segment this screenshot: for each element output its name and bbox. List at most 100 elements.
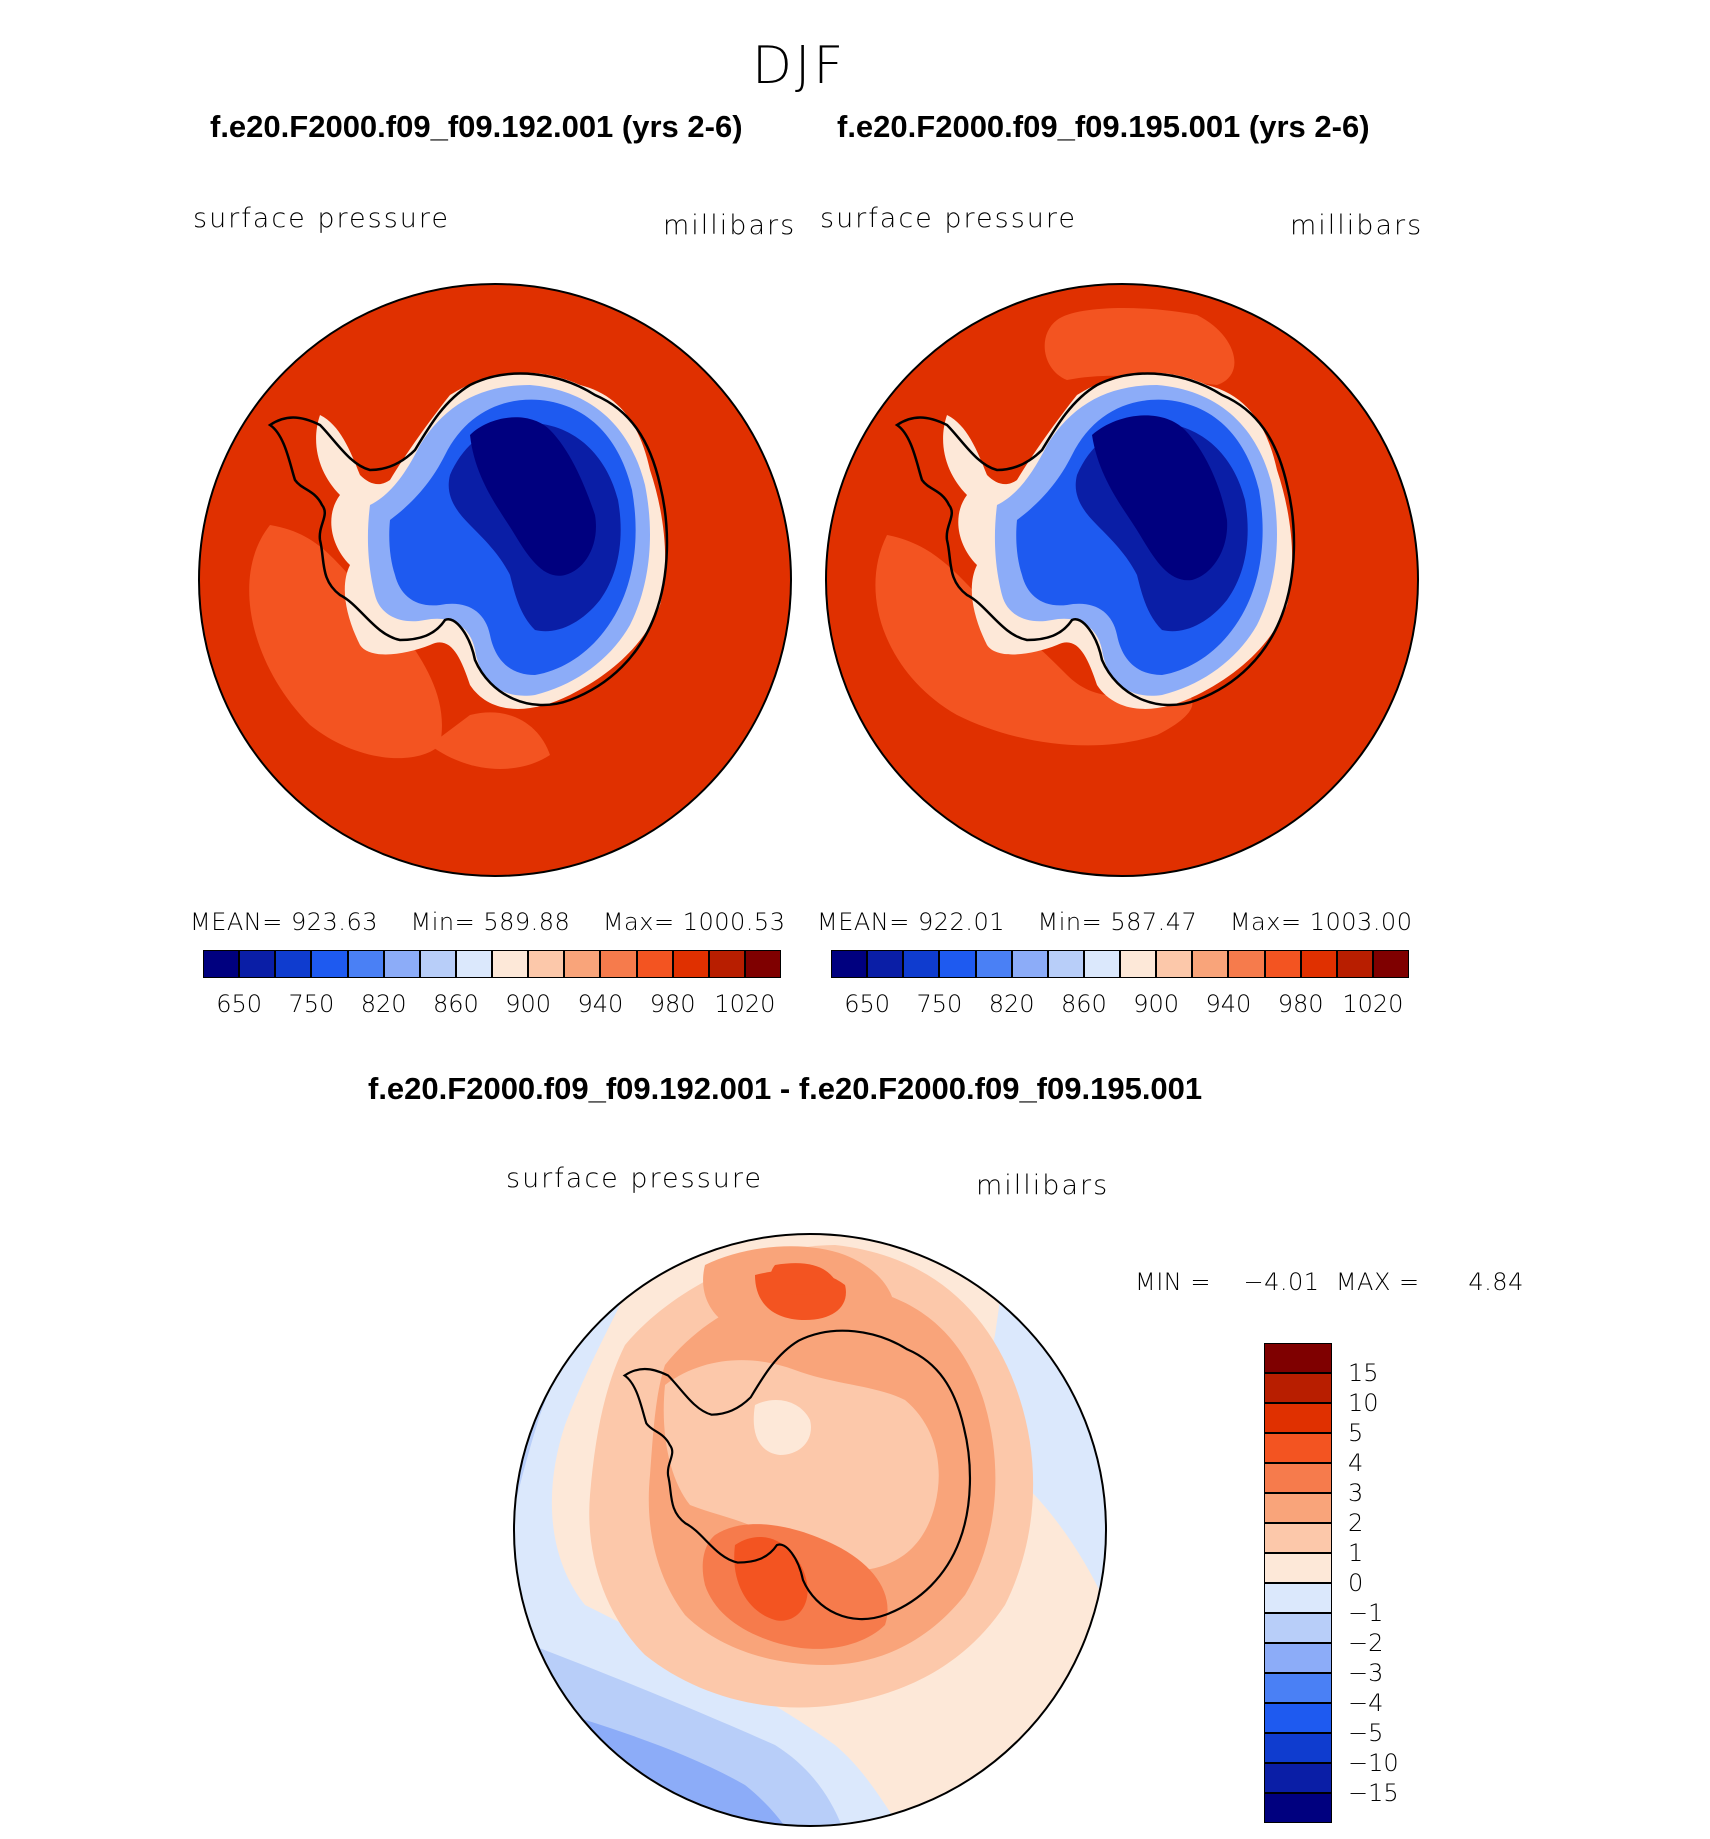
top-left-title: f.e20.F2000.f09_f09.192.001 (yrs 2-6) [210,109,743,144]
colorbar-tick-label: −1 [1348,1599,1384,1627]
min-value: 587.47 [1110,908,1198,936]
colorbar-tick-label: 15 [1348,1359,1379,1387]
colorbar-tick-label: 10 [1348,1389,1379,1417]
colorbar-swatch [1264,1343,1332,1373]
colorbar-swatch [1264,1643,1332,1673]
colorbar-swatch [1264,950,1301,978]
colorbar-tick-label: 650 [216,990,263,1018]
map-boundary [513,1233,1107,1827]
colorbar-swatch [1264,1403,1332,1433]
colorbar-swatch [867,950,904,978]
colorbar-tick-label: 0 [1348,1569,1364,1597]
colorbar-tick-label: 3 [1348,1479,1364,1507]
colorbar-swatch [1264,1793,1332,1823]
colorbar-tick-label: 650 [844,990,891,1018]
colorbar-tick-label: 900 [505,990,552,1018]
top-right-units: millibars [1290,210,1424,241]
mean-label: MEAN= [817,908,910,936]
colorbar-swatch [564,950,601,978]
min-label: Min= [410,908,476,936]
colorbar-swatch [528,950,565,978]
colorbar-tick-label: −3 [1348,1659,1384,1687]
colorbar-swatch [455,950,492,978]
mean-value: 923.63 [291,908,378,936]
min-label: MIN = [1135,1268,1211,1296]
colorbar-tick-label: 1020 [714,990,776,1018]
low-pressure-region [430,712,550,769]
colorbar-swatch [1264,1433,1332,1463]
difference-minmax: MIN = −4.01 MAX = 4.84 [1135,1268,1524,1296]
colorbar-tick-label: 5 [1348,1419,1364,1447]
colorbar-swatch [831,950,868,978]
colorbar-swatch [1264,1613,1332,1643]
colorbar-tick-label: −10 [1348,1749,1399,1777]
top-left-variable: surface pressure [193,203,450,234]
colorbar-tick-label: 1 [1348,1539,1364,1567]
colorbar-tick-label: 750 [916,990,963,1018]
colorbar-tick-label: 820 [988,990,1035,1018]
colorbar-swatch [939,950,976,978]
colorbar-swatch [708,950,745,978]
colorbar-swatch [1120,950,1157,978]
colorbar-tick-label: 980 [1277,990,1324,1018]
antarctica-coastline [894,372,1296,707]
difference-map [513,1233,1107,1827]
colorbar-swatch [1264,1373,1332,1403]
colorbar-swatch [1300,950,1337,978]
min-value: −4.01 [1243,1268,1320,1296]
top-left-stats: MEAN= 923.63 Min= 589.88 Max= 1000.53 [190,908,785,936]
map-boundary [825,283,1419,877]
difference-colorbar [1264,1343,1332,1823]
colorbar-swatch [636,950,673,978]
top-left-map [198,283,792,877]
top-right-map [825,283,1419,877]
top-left-colorbar [203,950,781,978]
min-label: Min= [1037,908,1103,936]
colorbar-swatch [1264,1763,1332,1793]
low-pressure-region [1044,308,1235,385]
season-title: DJF [752,36,847,96]
top-left-units: millibars [663,210,797,241]
colorbar-tick-label: −2 [1348,1629,1384,1657]
colorbar-swatch [1047,950,1084,978]
colorbar-swatch [1011,950,1048,978]
max-label: MAX = [1335,1268,1420,1296]
max-label: Max= [1229,908,1302,936]
difference-variable: surface pressure [506,1163,763,1194]
colorbar-swatch [1264,1523,1332,1553]
colorbar-tick-label: 4 [1348,1449,1364,1477]
colorbar-swatch [1156,950,1193,978]
colorbar-swatch [1264,1463,1332,1493]
top-right-colorbar-ticks: 650 750 820 860 900 940 980 1020 [831,990,1409,1020]
top-right-title: f.e20.F2000.f09_f09.195.001 (yrs 2-6) [837,109,1370,144]
mean-label: MEAN= [190,908,283,936]
difference-units: millibars [976,1170,1110,1201]
top-right-stats: MEAN= 922.01 Min= 587.47 Max= 1003.00 [817,908,1412,936]
colorbar-tick-label: 2 [1348,1509,1364,1537]
colorbar-swatch [672,950,709,978]
colorbar-tick-label: −5 [1348,1719,1384,1747]
colorbar-tick-label: 1020 [1342,990,1404,1018]
colorbar-tick-label: 940 [1205,990,1252,1018]
colorbar-swatch [347,950,384,978]
colorbar-swatch [744,950,781,978]
colorbar-swatch [1264,1673,1332,1703]
colorbar-swatch [1264,1553,1332,1583]
antarctica-coastline [267,372,669,707]
colorbar-swatch [239,950,276,978]
difference-title: f.e20.F2000.f09_f09.192.001 - f.e20.F200… [368,1071,1203,1106]
colorbar-swatch [275,950,312,978]
colorbar-swatch [1372,950,1409,978]
colorbar-swatch [1228,950,1265,978]
colorbar-swatch [383,950,420,978]
colorbar-swatch [1264,1733,1332,1763]
colorbar-swatch [1264,1493,1332,1523]
low-pressure-region [249,525,442,759]
colorbar-swatch [419,950,456,978]
difference-colorbar-ticks: 15 10 5 4 3 2 1 0 −1 −2 −3 −4 −5 −10 −15 [1348,1343,1448,1823]
colorbar-swatch [311,950,348,978]
colorbar-tick-label: 860 [1060,990,1107,1018]
colorbar-tick-label: 820 [360,990,407,1018]
top-right-colorbar [831,950,1409,978]
min-value: 589.88 [483,908,571,936]
